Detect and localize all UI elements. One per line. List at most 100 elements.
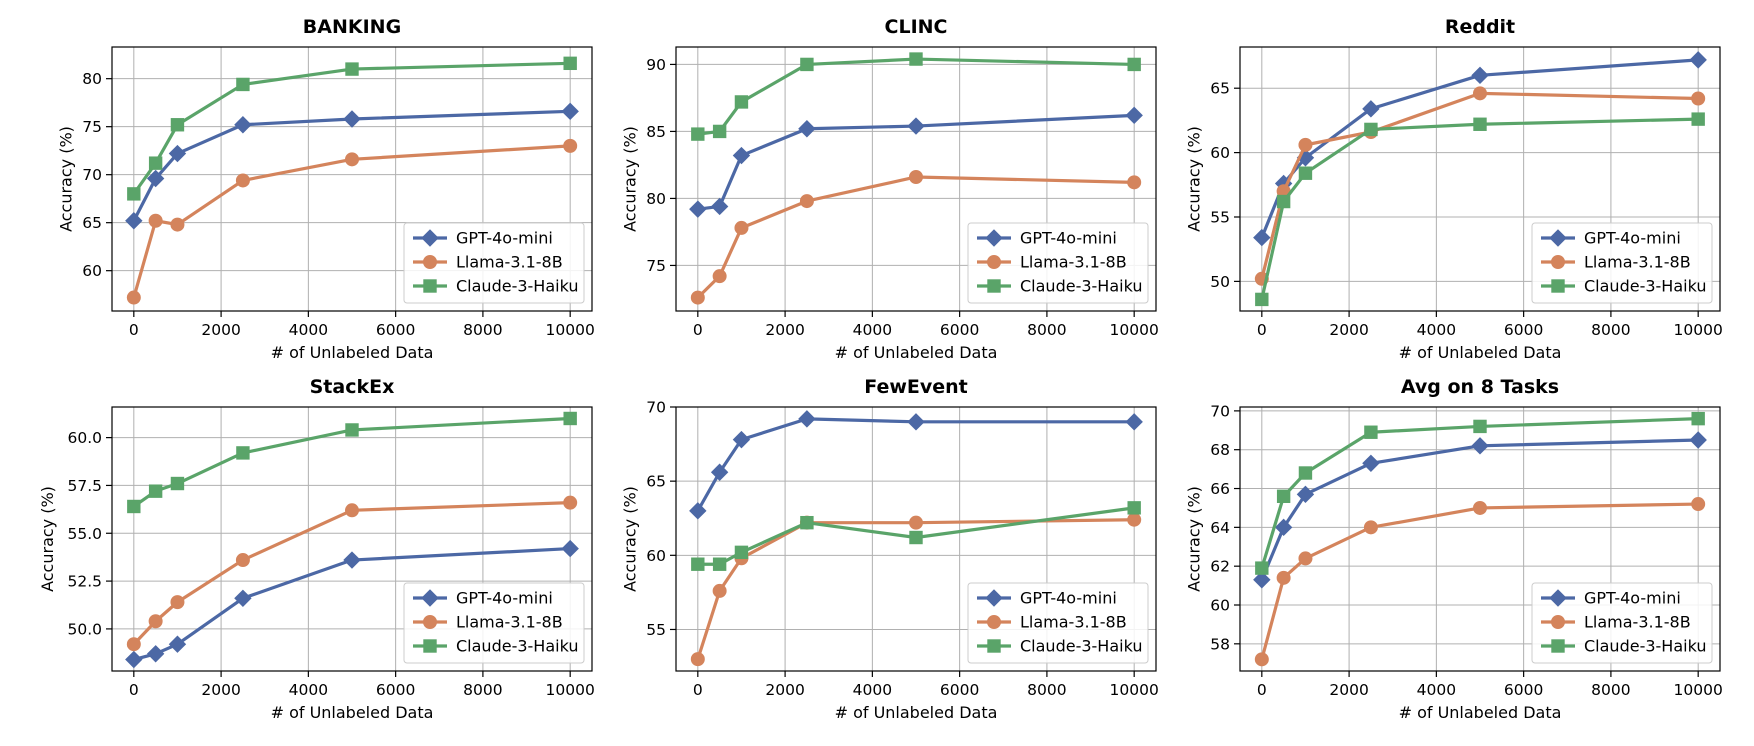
legend-label: Claude-3-Haiku [1020, 277, 1142, 296]
data-point [691, 127, 705, 141]
data-point [563, 495, 578, 510]
data-point [712, 583, 727, 598]
legend: GPT-4o-mini Llama-3.1-8B Claude-3-Haiku [967, 582, 1149, 664]
data-point [146, 169, 165, 188]
y-tick-label: 65 [646, 473, 666, 491]
subplot-reddit: Reddit 0 2000 4000 6000 8000 10000 50 55 60 65 # of… [1184, 16, 1722, 362]
series-llama-3-1-8b [126, 495, 578, 652]
legend-marker [421, 229, 439, 247]
legend-box [967, 222, 1149, 304]
data-point [907, 413, 925, 431]
data-point [690, 652, 705, 667]
data-point [909, 169, 923, 184]
data-point [146, 645, 165, 663]
legend-label: Claude-3-Haiku [1020, 637, 1142, 656]
x-tick-label: 0 [693, 321, 703, 339]
series-line [696, 417, 1135, 512]
legend-marker [987, 279, 1001, 293]
y-tick-label: 58 [1210, 635, 1230, 653]
legend-label: GPT-4o-mini [1020, 229, 1117, 248]
data-point [800, 57, 814, 72]
y-tick-label: 66 [1210, 480, 1230, 498]
data-point [148, 614, 163, 629]
chart-title: CLINC [885, 16, 948, 38]
y-tick-label: 80 [82, 70, 102, 88]
y-tick-label: 68 [1210, 441, 1230, 459]
legend-entry-gpt-4o-mini: GPT-4o-mini [413, 229, 553, 248]
legend-entry-gpt-4o-mini: GPT-4o-mini [413, 589, 553, 608]
data-point [148, 156, 163, 170]
data-point [1362, 454, 1380, 473]
data-point [909, 530, 923, 545]
legend-box [403, 582, 585, 664]
series-llama-3-1-8b [126, 138, 578, 305]
data-point [798, 120, 816, 138]
x-tick-label: 10000 [546, 321, 595, 339]
x-tick-label: 4000 [289, 321, 328, 339]
plot-frame [1239, 46, 1721, 312]
series-llama-3-1-8b [1254, 497, 1706, 667]
x-axis-label: # of Unlabeled Data [271, 703, 434, 722]
series-gpt-4o-mini [1253, 431, 1707, 589]
y-tick-label: 85 [646, 123, 666, 141]
series-claude-3-haiku [691, 501, 1141, 571]
x-tick-label: 2000 [201, 321, 240, 339]
data-point [689, 502, 707, 520]
subplot-banking: BANKING 0 2000 4000 6000 8000 10000 60 65 70 75 80 #… [56, 16, 594, 362]
x-tick-label: 10000 [1110, 321, 1159, 339]
chart-title: StackEx [310, 376, 395, 398]
legend-marker [421, 589, 439, 607]
y-tick-label: 60 [646, 547, 666, 565]
data-point [1473, 117, 1487, 131]
data-point [125, 212, 143, 230]
y-tick-label: 80 [646, 190, 666, 208]
y-tick-label: 64 [1210, 519, 1230, 537]
data-point [236, 446, 250, 460]
x-tick-label: 6000 [1504, 321, 1543, 339]
x-axis-label: # of Unlabeled Data [271, 343, 434, 362]
data-point [1691, 411, 1705, 426]
series-claude-3-haiku [127, 56, 577, 201]
data-point [691, 557, 705, 571]
data-point [1298, 551, 1313, 566]
data-point [170, 118, 185, 132]
y-axis-label: Accuracy (%) [620, 126, 639, 232]
legend-label: Claude-3-Haiku [456, 277, 578, 296]
legend-entry-llama-3-1-8b: Llama-3.1-8B [413, 253, 563, 272]
data-point [689, 200, 707, 218]
data-point [1253, 228, 1271, 247]
legend-marker [423, 615, 437, 629]
data-point [168, 635, 187, 653]
x-tick-label: 8000 [463, 681, 502, 699]
data-point [170, 476, 185, 491]
chart-title: BANKING [303, 16, 401, 38]
data-point [1127, 175, 1142, 190]
chart-title: Reddit [1445, 16, 1515, 38]
data-point [236, 77, 250, 92]
subplot-fewevent: FewEvent 0 2000 4000 6000 8000 10000 55 60 65 70 # … [620, 376, 1158, 722]
data-point [1471, 66, 1489, 85]
x-tick-label: 8000 [1591, 321, 1630, 339]
y-axis-label: Accuracy (%) [1184, 126, 1203, 232]
data-point [1255, 561, 1269, 575]
legend: GPT-4o-mini Llama-3.1-8B Claude-3-Haiku [1531, 222, 1713, 304]
x-tick-label: 10000 [1674, 321, 1723, 339]
x-tick-label: 8000 [1027, 681, 1066, 699]
y-tick-label: 55 [646, 621, 666, 639]
x-axis-label: # of Unlabeled Data [835, 703, 998, 722]
data-point [1127, 512, 1142, 527]
series-llama-3-1-8b [690, 169, 1142, 305]
series-line [132, 109, 571, 222]
legend-marker [423, 279, 437, 293]
data-point [798, 410, 816, 428]
data-point [690, 290, 705, 305]
y-tick-label: 50.0 [67, 620, 102, 638]
legend-entry-claude-3-haiku: Claude-3-Haiku [413, 637, 578, 656]
data-point [235, 173, 250, 188]
data-point [126, 290, 141, 305]
data-point [1362, 100, 1380, 118]
data-point [343, 110, 361, 128]
data-point [734, 95, 749, 109]
legend-entry-claude-3-haiku: Claude-3-Haiku [1541, 277, 1706, 296]
x-axis-label: # of Unlabeled Data [835, 343, 998, 362]
